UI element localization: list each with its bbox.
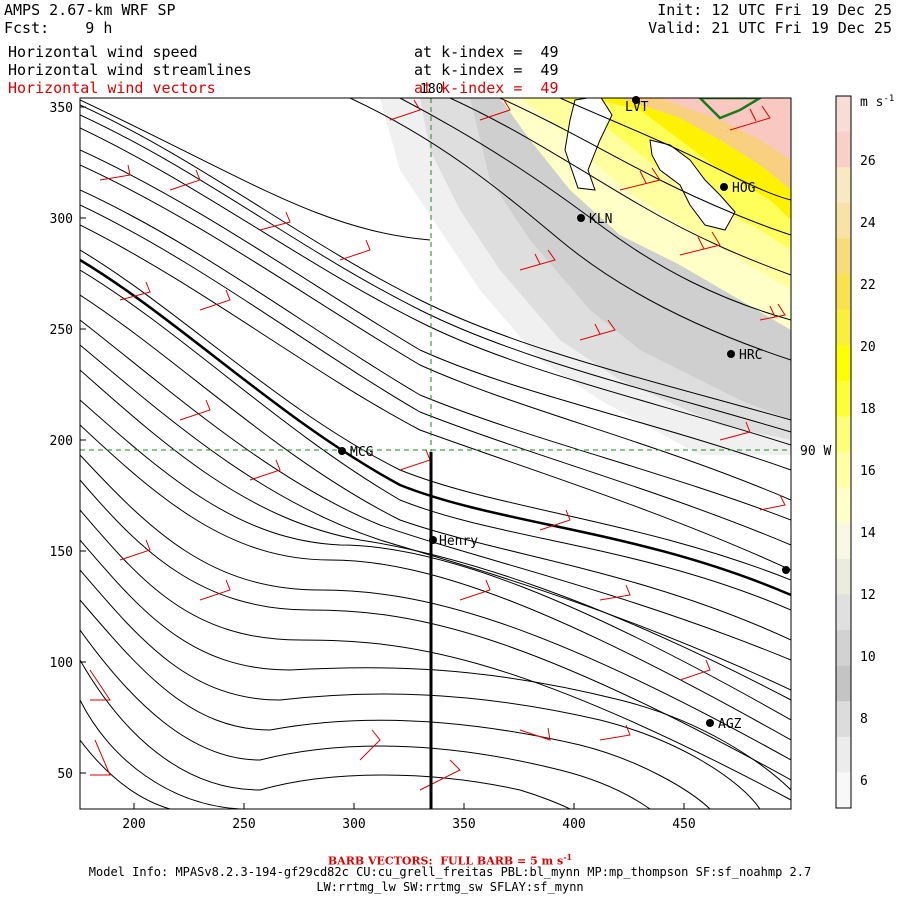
station-label: HRC xyxy=(739,348,762,363)
field-label-vectors: Horizontal wind vectors xyxy=(8,79,216,97)
colorbar-swatch xyxy=(836,487,851,524)
colorbar-label: 8 xyxy=(860,712,868,727)
colorbar-label: 10 xyxy=(860,650,876,665)
colorbar-swatch xyxy=(836,96,851,133)
colorbar-swatch xyxy=(836,558,851,595)
station-labels: LVT HOG KLN HRC MCG Henry AGZ xyxy=(350,100,762,732)
init-time: Init: 12 UTC Fri 19 Dec 25 xyxy=(657,1,892,19)
model-info-line-1: Model Info: MPASv8.2.3-194-gf29cd82c CU:… xyxy=(88,865,812,879)
colorbar-labels: m s-1 26 24 22 20 18 16 14 12 10 8 6 xyxy=(860,94,894,789)
station-label: KLN xyxy=(589,212,612,227)
colorbar-label: 26 xyxy=(860,154,876,169)
colorbar-label: 20 xyxy=(860,340,876,355)
station-dot xyxy=(338,447,346,455)
colorbar-swatch xyxy=(836,665,851,702)
station-label: AGZ xyxy=(718,717,742,732)
field-label-speed: Horizontal wind speed xyxy=(8,43,198,61)
station-dot xyxy=(706,719,714,727)
model-title: AMPS 2.67-km WRF SP xyxy=(4,1,176,19)
station-label: HOG xyxy=(732,181,756,196)
station-dot xyxy=(632,96,640,104)
forecast-hour: Fcst: 9 h xyxy=(4,19,113,37)
station-label: MCG xyxy=(350,445,374,460)
colorbar-swatch xyxy=(836,131,851,168)
colorbar-swatch xyxy=(836,309,851,346)
streamlines xyxy=(80,98,791,809)
y-tick-label: 250 xyxy=(50,323,73,338)
field-level-vectors: at k-index = 49 xyxy=(414,79,559,97)
station-dot xyxy=(782,566,790,574)
colorbar-frame xyxy=(835,95,852,809)
colorbar-label: 24 xyxy=(860,216,876,231)
colorbar-unit: m s-1 xyxy=(860,94,894,110)
colorbar-swatch xyxy=(836,416,851,453)
x-tick-label: 350 xyxy=(452,817,475,832)
station-dot xyxy=(720,183,728,191)
colorbar-swatch xyxy=(836,452,851,489)
colorbar-swatch xyxy=(836,630,851,667)
station-dot xyxy=(429,536,437,544)
station-label: LVT xyxy=(625,100,649,115)
field-level-streamlines: at k-index = 49 xyxy=(414,61,559,79)
map-field xyxy=(80,98,791,809)
field-level-speed: at k-index = 49 xyxy=(414,43,559,61)
colorbar-label: 18 xyxy=(860,402,876,417)
colorbar-swatch xyxy=(836,736,851,773)
plot-frame xyxy=(79,97,792,810)
colorbar-swatch xyxy=(836,274,851,311)
x-tick-label: 200 xyxy=(122,817,145,832)
colorbar-label: 12 xyxy=(860,588,876,603)
colorbar-swatch xyxy=(836,772,851,809)
field-label-streamlines: Horizontal wind streamlines xyxy=(8,61,252,79)
y-tick-label: 150 xyxy=(50,545,73,560)
x-tick-label: 250 xyxy=(232,817,255,832)
colorbar-label: 22 xyxy=(860,278,876,293)
valid-time: Valid: 21 UTC Fri 19 Dec 25 xyxy=(648,19,892,37)
station-label: Henry xyxy=(439,534,478,549)
y-tick-label: 100 xyxy=(50,656,73,671)
colorbar-label: 6 xyxy=(860,774,868,789)
colorbar-swatch xyxy=(836,594,851,631)
y-axis: 350 300 250 200 150 100 50 xyxy=(50,101,86,782)
y-tick-label: 350 xyxy=(50,101,73,116)
colorbar-swatch xyxy=(836,345,851,382)
x-tick-label: 400 xyxy=(562,817,585,832)
colorbar-swatch xyxy=(836,167,851,204)
model-info-line-2: LW:rrtmg_lw SW:rrtmg_sw SFLAY:sf_mynn xyxy=(316,880,584,894)
colorbar-label: 14 xyxy=(860,526,876,541)
wind-barbs xyxy=(89,99,786,791)
station-dot xyxy=(727,350,735,358)
colorbar-swatch xyxy=(836,202,851,239)
meridian-label: 180 xyxy=(420,82,443,97)
x-tick-label: 300 xyxy=(342,817,365,832)
parallel-label: 90 W xyxy=(800,444,831,459)
x-tick-label: 450 xyxy=(672,817,695,832)
y-tick-label: 200 xyxy=(50,434,73,449)
colorbar-swatch xyxy=(836,701,851,738)
y-tick-label: 300 xyxy=(50,212,73,227)
colorbar-swatch xyxy=(836,380,851,417)
colorbar-swatch xyxy=(836,523,851,560)
colorbar xyxy=(836,96,851,809)
barb-legend: BARB VECTORS: FULL BARB = 5 m s-1 xyxy=(327,852,573,868)
x-axis: 200 250 300 350 400 450 xyxy=(122,803,696,832)
y-tick-label: 50 xyxy=(57,767,73,782)
station-dot xyxy=(577,214,585,222)
colorbar-swatch xyxy=(836,238,851,275)
station-markers xyxy=(338,96,790,727)
colorbar-label: 16 xyxy=(860,464,876,479)
